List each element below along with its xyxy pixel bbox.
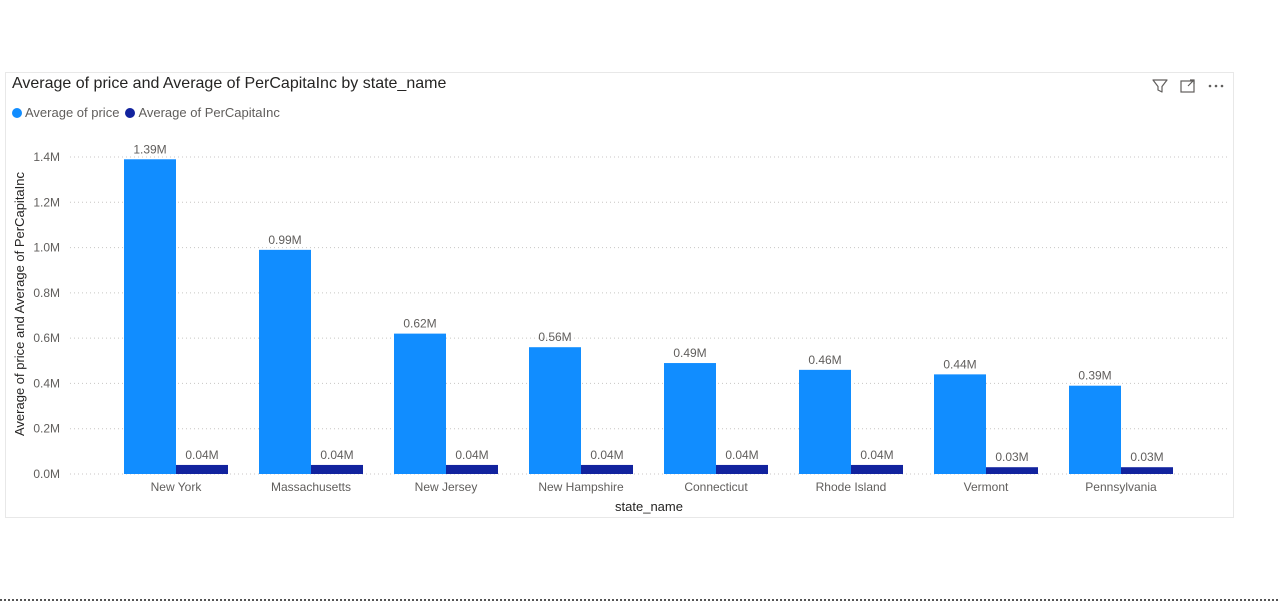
bar-price <box>394 333 446 474</box>
data-label: 0.56M <box>538 330 571 344</box>
y-tick-label: 1.2M <box>33 195 60 209</box>
data-label: 0.04M <box>455 448 488 462</box>
visual-header <box>1151 77 1225 95</box>
y-tick-label: 0.0M <box>33 467 60 481</box>
data-label: 0.03M <box>1130 450 1163 464</box>
legend-label-percapitainc: Average of PerCapitaInc <box>138 105 280 120</box>
data-label: 0.04M <box>590 448 623 462</box>
data-label: 0.04M <box>725 448 758 462</box>
y-tick-label: 0.4M <box>33 376 60 390</box>
x-tick-label: Connecticut <box>684 480 748 494</box>
y-tick-label: 0.6M <box>33 331 60 345</box>
chart-legend: Average of price Average of PerCapitaInc <box>12 105 286 120</box>
x-tick-label: Rhode Island <box>816 480 887 494</box>
data-label: 0.03M <box>995 450 1028 464</box>
data-label: 0.04M <box>185 448 218 462</box>
bar-price <box>124 159 176 474</box>
legend-marker-percapitainc <box>125 107 136 118</box>
x-axis-title: state_name <box>615 499 683 514</box>
bar-percapitainc <box>311 464 363 474</box>
bar-price <box>1069 385 1121 474</box>
bar-percapitainc <box>176 464 228 474</box>
bar-percapitainc <box>851 464 903 474</box>
x-tick-label: Pennsylvania <box>1085 480 1157 494</box>
x-tick-label: Massachusetts <box>271 480 351 494</box>
filter-icon[interactable] <box>1151 77 1169 95</box>
data-label: 0.44M <box>943 357 976 371</box>
chart-title: Average of price and Average of PerCapit… <box>12 75 447 92</box>
bar-price <box>799 369 851 474</box>
legend-marker-price <box>12 107 22 118</box>
chart-visual[interactable]: Average of price and Average of PerCapit… <box>5 72 1234 518</box>
x-tick-label: New Jersey <box>415 480 478 494</box>
data-label: 0.04M <box>320 448 353 462</box>
legend-item-percapitainc[interactable]: Average of PerCapitaInc <box>125 105 280 120</box>
data-label: 0.62M <box>403 317 436 331</box>
focus-mode-icon[interactable] <box>1179 77 1197 95</box>
bar-price <box>259 249 311 474</box>
bar-price <box>529 347 581 474</box>
legend-item-price[interactable]: Average of price <box>12 105 119 120</box>
y-tick-label: 1.0M <box>33 241 60 255</box>
data-label: 0.04M <box>860 448 893 462</box>
data-label: 0.99M <box>268 233 301 247</box>
bar-percapitainc <box>446 464 498 474</box>
y-tick-label: 1.4M <box>33 150 60 164</box>
x-tick-label: New York <box>151 480 203 494</box>
data-label: 0.49M <box>673 346 706 360</box>
bar-price <box>664 363 716 474</box>
bar-price <box>934 374 986 474</box>
page-divider <box>0 599 1278 601</box>
y-tick-label: 0.2M <box>33 422 60 436</box>
y-axis-title: Average of price and Average of PerCapit… <box>12 171 27 436</box>
bar-percapitainc <box>986 467 1038 474</box>
y-tick-label: 0.8M <box>33 286 60 300</box>
x-tick-label: New Hampshire <box>538 480 624 494</box>
more-options-icon[interactable] <box>1207 77 1225 95</box>
legend-label-price: Average of price <box>25 105 120 120</box>
data-label: 0.46M <box>808 353 841 367</box>
data-label: 1.39M <box>133 142 166 156</box>
data-label: 0.39M <box>1078 369 1111 383</box>
bar-percapitainc <box>716 464 768 474</box>
bar-percapitainc <box>1121 467 1173 474</box>
x-tick-label: Vermont <box>964 480 1009 494</box>
bar-percapitainc <box>581 464 633 474</box>
